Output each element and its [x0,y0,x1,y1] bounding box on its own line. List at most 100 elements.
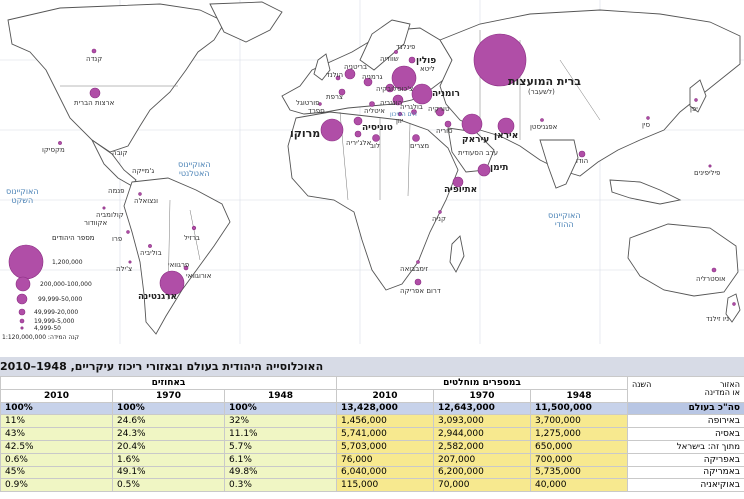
pct-cell: 100% [224,401,337,416]
pct-cell: 32% [224,414,337,429]
abs-cell: 2,944,000 [433,427,531,441]
bubble-bolivia [148,244,152,248]
legend-item-6: 4,999-50 [34,325,61,332]
legend-bubble-5 [19,318,25,324]
pct-cell: 0.5% [112,478,225,493]
bubble-canada [91,48,97,54]
label-france: צרפת [326,93,344,101]
abs-cell: 700,000 [530,452,628,467]
bubble-argentina [159,270,185,296]
label-brazil: ברזיל [184,234,200,242]
label-uruguay: אורוגוואי [186,272,212,280]
abs-cell: 5,703,000 [336,439,434,454]
header-abs-1948: 1948 [530,388,628,403]
label-zimbabwe: זימבבואה [400,265,428,273]
header-pct-1948: 1948 [224,388,337,403]
bubble-mexico [58,141,62,145]
label-tunisia: טוניסיה [362,123,393,133]
bubble-libya [372,134,380,142]
legend-bubble-2 [15,276,31,292]
bubble-turkey [435,107,445,117]
ocean-pacific: האוקיינוס השקט [6,187,39,206]
label-romania: רומניה [432,89,460,99]
label-venezuela: ונצואלה [134,197,159,205]
label-south-africa: דרום אפריקה [400,287,441,295]
pct-cell: 20.4% [112,439,225,454]
header-region-line1: האזור [719,379,740,389]
bubble-ethiopia [452,176,464,188]
label-germany: גרמניה [362,73,383,81]
label-canada: קנדה [86,55,103,63]
bubble-bulgaria [411,109,417,115]
label-new-zealand: ניו זילנד [706,315,730,323]
abs-cell: 1,275,000 [530,427,628,441]
label-yemen: תימן [490,163,509,173]
abs-cell: 40,000 [530,478,628,493]
bubble-tunisia [353,116,363,126]
pct-cell: 0.9% [0,478,113,493]
abs-cell: 3,093,000 [433,414,531,429]
bubble-uruguay [183,265,189,271]
bubble-layer [8,33,736,330]
table-title: האוכלוסייה היהודית בעולם ובאזורי ריכוז ע… [0,357,744,376]
bubble-syria [444,120,452,128]
bubble-new-zealand [732,302,736,306]
pct-cell: 42.5% [0,439,113,454]
label-ussr: ברית המועצות [508,75,582,88]
bubble-greece [397,111,403,117]
label-argentina: ארגנטינה [138,292,178,302]
label-finland: פינלנד [396,43,416,51]
ocean-mediterranean: הים התיכון [390,111,417,118]
label-algeria: אלג'יריה [346,139,372,147]
bubble-spain [318,102,322,106]
label-afghanistan: אפגניסטן [530,123,558,131]
bubble-zimbabwe [416,260,420,264]
pct-cell: 0.3% [224,478,337,493]
label-jamaica: ג'מייקה [132,167,155,175]
label-turkey: טורקיה [428,105,450,113]
legend-bubble-6 [20,326,24,330]
abs-cell: 6,200,000 [433,465,531,480]
label-china: סין [642,121,651,129]
label-greece: יוון [396,117,404,125]
label-bolivia: בוליביה [140,249,162,257]
abs-cell: 2,582,000 [433,439,531,454]
abs-cell: 115,000 [336,478,434,493]
abs-cell: 11,500,000 [530,401,628,416]
population-table-section: האוכלוסייה היהודית בעולם ובאזורי ריכוז ע… [0,357,744,499]
pct-cell: 0.6% [0,452,113,467]
bubble-iran [497,117,515,135]
bubble-japan [694,98,698,102]
bubble-india [578,150,586,158]
label-lithuania: ליטא [420,65,435,73]
label-paraguay: פרגוואי [168,261,190,269]
label-india: הודו [576,157,589,165]
bubble-brazil [191,225,197,231]
ocean-indian: האוקיינוס ההודי [548,211,581,230]
label-colombia: קולומביה [96,211,124,219]
pct-cell: 11.1% [224,427,337,441]
row-label: באירופה [627,414,744,429]
table-row: סה"כ בעולם 11,500,000 12,643,000 13,428,000… [0,401,744,416]
world-map: האוקיינוס האטלנטי האוקיינוס השקט האוקיינוס… [0,0,744,344]
bubble-holland [335,75,341,81]
row-label: באוקיאניה [627,478,744,493]
label-syria: סוריה [436,127,453,135]
map-scale: קנה המידה: 1:120,000,000 [2,334,79,341]
abs-cell: 5,741,000 [336,427,434,441]
legend-item-2: 200,000-100,000 [40,281,92,288]
bubble-philippines [708,164,712,168]
label-mexico: מקסיקו [42,146,65,154]
bubble-venezuela [138,192,142,196]
abs-cell: 1,456,000 [336,414,434,429]
label-portugal: פורטוגל [296,99,320,107]
header-pct-1970: 1970 [112,388,225,403]
label-ussr-sub: (לשעבר) [528,88,555,96]
label-morocco: מרוקו [290,127,321,140]
abs-cell: 3,700,000 [530,414,628,429]
abs-cell: 76,000 [336,452,434,467]
map-legend: מספר היהודים 1,200,000 200,000-100,000 9… [2,234,122,344]
pct-cell: 6.1% [224,452,337,467]
label-peru: פרו [112,235,123,243]
table-body: סה"כ בעולם 11,500,000 12,643,000 13,428,000… [0,401,744,493]
